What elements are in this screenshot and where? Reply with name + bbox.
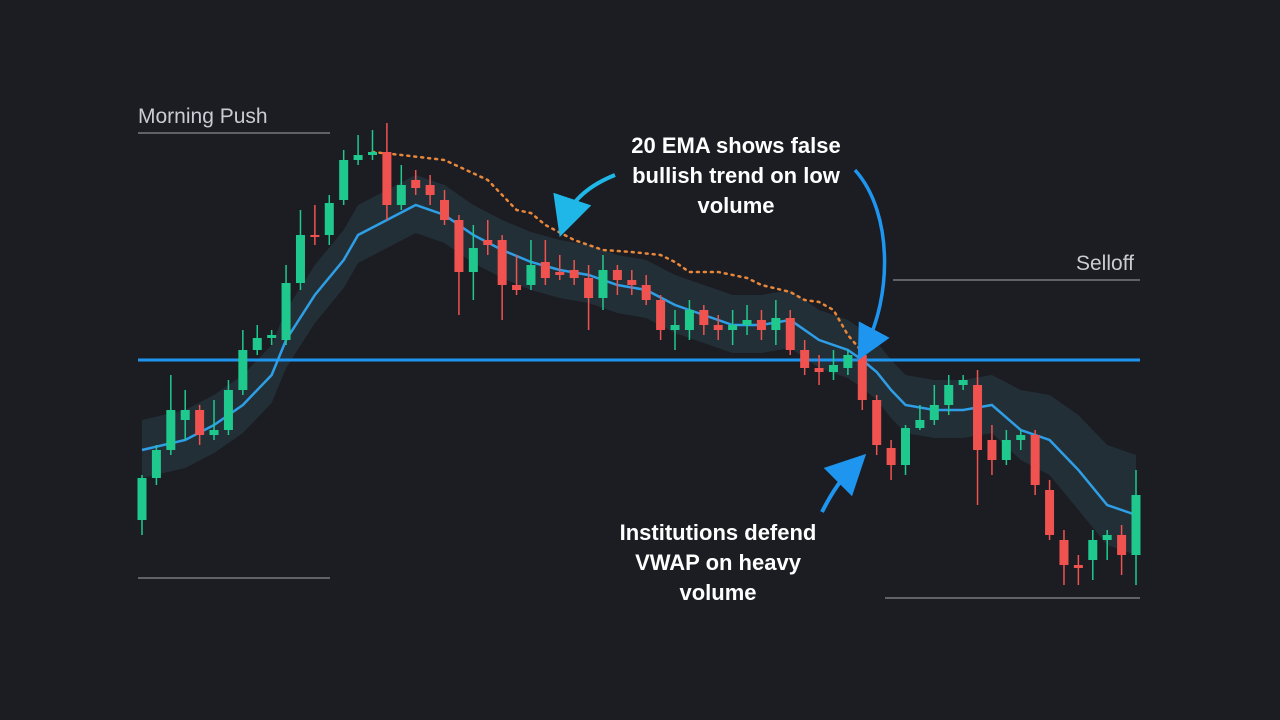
candle-body (497, 240, 507, 285)
candle-body (411, 180, 421, 188)
candle-body (987, 440, 997, 460)
candle-body (382, 152, 392, 205)
candle-body (1131, 495, 1141, 555)
candle-body (886, 448, 896, 465)
annotation-text: VWAP on heavy (635, 550, 802, 575)
candle-body (555, 272, 565, 275)
candle-body (1001, 440, 1011, 460)
candle-body (252, 338, 262, 350)
candle-body (310, 235, 320, 237)
candle-body (267, 335, 277, 338)
candle-body (872, 400, 882, 445)
candle-body (454, 220, 464, 272)
candle-body (598, 270, 608, 298)
candle-body (612, 270, 622, 280)
candle-body (713, 325, 723, 330)
candle-body (281, 283, 291, 340)
candle-body (915, 420, 925, 428)
candle-body (901, 428, 911, 465)
level-label: Morning Push (138, 105, 268, 128)
candle-body (670, 325, 680, 330)
candle-body (195, 410, 205, 435)
candle-body (944, 385, 954, 405)
candle-body (756, 320, 766, 330)
annotation-text: bullish trend on low (632, 163, 841, 188)
candle-body (1073, 565, 1083, 568)
candle-body (137, 478, 147, 520)
annotation-text: volume (679, 580, 756, 605)
candle-body (512, 285, 522, 290)
callout-arrow (820, 453, 867, 513)
candle-body (324, 203, 334, 235)
candle-body (728, 325, 738, 330)
candle-body (857, 355, 867, 400)
candle-body (166, 410, 176, 450)
candle-body (180, 410, 190, 420)
candle-body (209, 430, 219, 435)
candle-body (367, 152, 377, 155)
candle-body (1030, 435, 1040, 485)
candle-body (800, 350, 810, 368)
candle-body (958, 380, 968, 385)
dotted-line (371, 150, 864, 354)
candle-body (699, 310, 709, 325)
candle-body (468, 248, 478, 272)
candle-body (627, 280, 637, 285)
candle-body (526, 265, 536, 285)
candle-body (1088, 540, 1098, 560)
candle-body (483, 240, 493, 245)
candle-body (828, 365, 838, 372)
candle-body (1016, 435, 1026, 440)
annotation-text: Institutions defend (620, 520, 817, 545)
candle-body (223, 390, 233, 430)
candle-body (1117, 535, 1127, 555)
callout-arrow (853, 168, 890, 361)
candle-body (584, 278, 594, 298)
candle-body (1102, 535, 1112, 540)
candle-body (151, 450, 161, 478)
candle-body (929, 405, 939, 420)
candle-body (814, 368, 824, 372)
candle-body (540, 262, 550, 278)
candle-body (973, 385, 983, 450)
candle-body (684, 310, 694, 330)
candle-body (238, 350, 248, 390)
level-label: Selloff (1076, 252, 1134, 275)
candle-body (353, 155, 363, 160)
candle-body (339, 160, 349, 200)
annotation-text: 20 EMA shows false (631, 133, 840, 158)
candle-body (569, 270, 579, 278)
candle-body (1059, 540, 1069, 565)
annotation-text: volume (697, 193, 774, 218)
candle-body (425, 185, 435, 195)
candle-body (641, 285, 651, 300)
candle-body (295, 235, 305, 283)
candle-body (843, 355, 853, 368)
candle-body (742, 320, 752, 325)
candle-body (396, 185, 406, 205)
candle-body (771, 318, 781, 330)
candle-body (656, 300, 666, 330)
candle-body (785, 318, 795, 350)
candle-body (440, 200, 450, 220)
callout-arrow (553, 173, 616, 237)
candle-body (1045, 490, 1055, 535)
